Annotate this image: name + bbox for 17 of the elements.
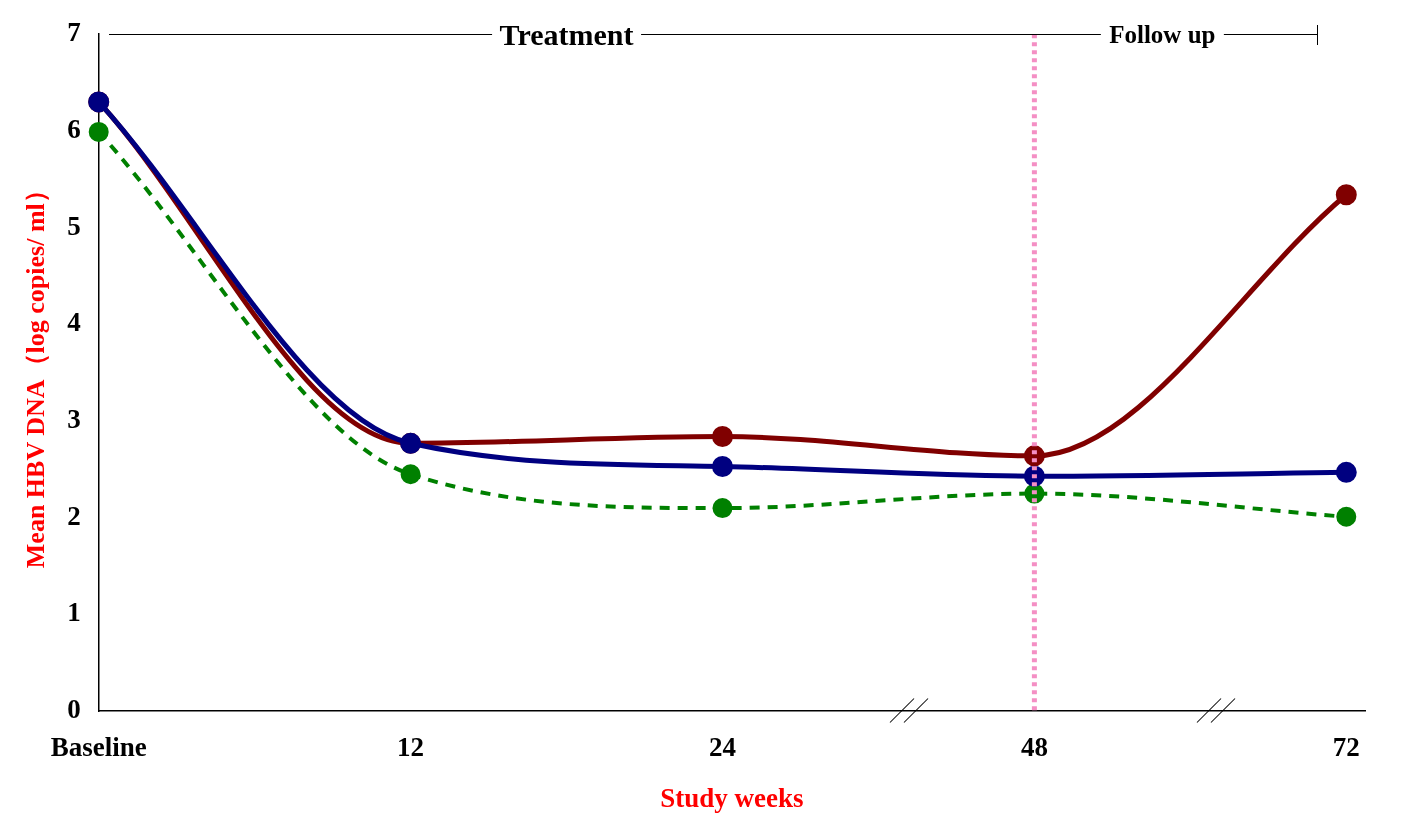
y-tick-label: 2 xyxy=(67,500,81,531)
y-tick-label: 3 xyxy=(67,404,81,435)
x-tick-label: 48 xyxy=(1020,732,1048,763)
y-tick-label: 5 xyxy=(67,210,81,241)
y-axis-title: Mean HBV DNA（log copies/ ml） xyxy=(21,177,51,569)
annotation: Follow up xyxy=(1101,20,1224,51)
x-tick-label: 72 xyxy=(1332,732,1360,763)
y-tick-label: 6 xyxy=(67,113,81,144)
x-tick-label: Baseline xyxy=(50,732,147,763)
y-tick-label: 7 xyxy=(67,17,81,48)
x-tick-label: 12 xyxy=(397,732,425,763)
x-tick-label: 24 xyxy=(708,732,736,763)
annotation: Treatment xyxy=(491,18,642,52)
y-tick-label: 1 xyxy=(67,597,81,628)
y-tick-label: 4 xyxy=(67,307,81,338)
y-tick-label: 0 xyxy=(67,694,81,725)
x-axis-title: Study weeks xyxy=(660,782,804,813)
